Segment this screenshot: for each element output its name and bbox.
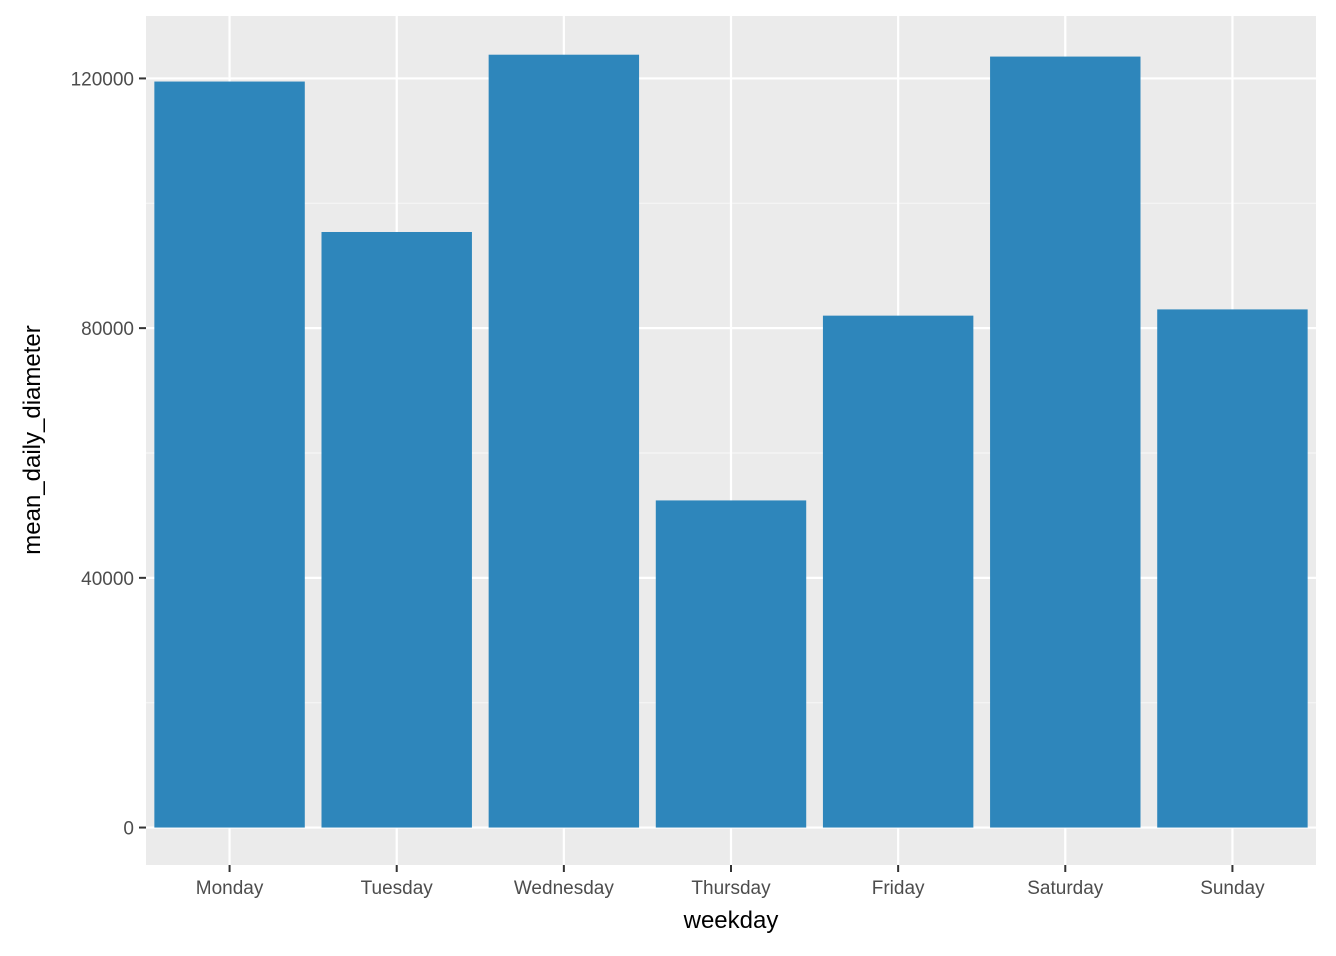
bar-saturday — [990, 56, 1141, 828]
bar-tuesday — [321, 231, 472, 828]
y-axis: 0 40000 80000 120000 — [71, 69, 146, 840]
y-axis-title: mean_daily_diameter — [19, 325, 46, 554]
x-tick-label: Tuesday — [361, 878, 434, 899]
bars — [154, 54, 1308, 828]
x-tick-label: Friday — [872, 878, 925, 899]
bar-thursday — [655, 500, 807, 828]
x-tick-label: Sunday — [1200, 878, 1265, 899]
bar-sunday — [1157, 309, 1308, 828]
y-tick-label: 40000 — [81, 569, 134, 590]
x-axis-title: weekday — [683, 907, 779, 934]
x-tick-label: Thursday — [691, 878, 771, 899]
bar-monday — [154, 81, 305, 828]
x-tick-label: Saturday — [1027, 878, 1104, 899]
x-tick-label: Monday — [196, 878, 264, 899]
bar-friday — [822, 315, 974, 828]
y-tick-label: 120000 — [71, 69, 134, 90]
y-tick-label: 0 — [123, 819, 134, 840]
y-tick-label: 80000 — [81, 319, 134, 340]
x-tick-label: Wednesday — [514, 878, 614, 899]
x-axis: Monday Tuesday Wednesday Thursday Friday Satu… — [196, 865, 1265, 899]
bar-wednesday — [488, 54, 640, 828]
